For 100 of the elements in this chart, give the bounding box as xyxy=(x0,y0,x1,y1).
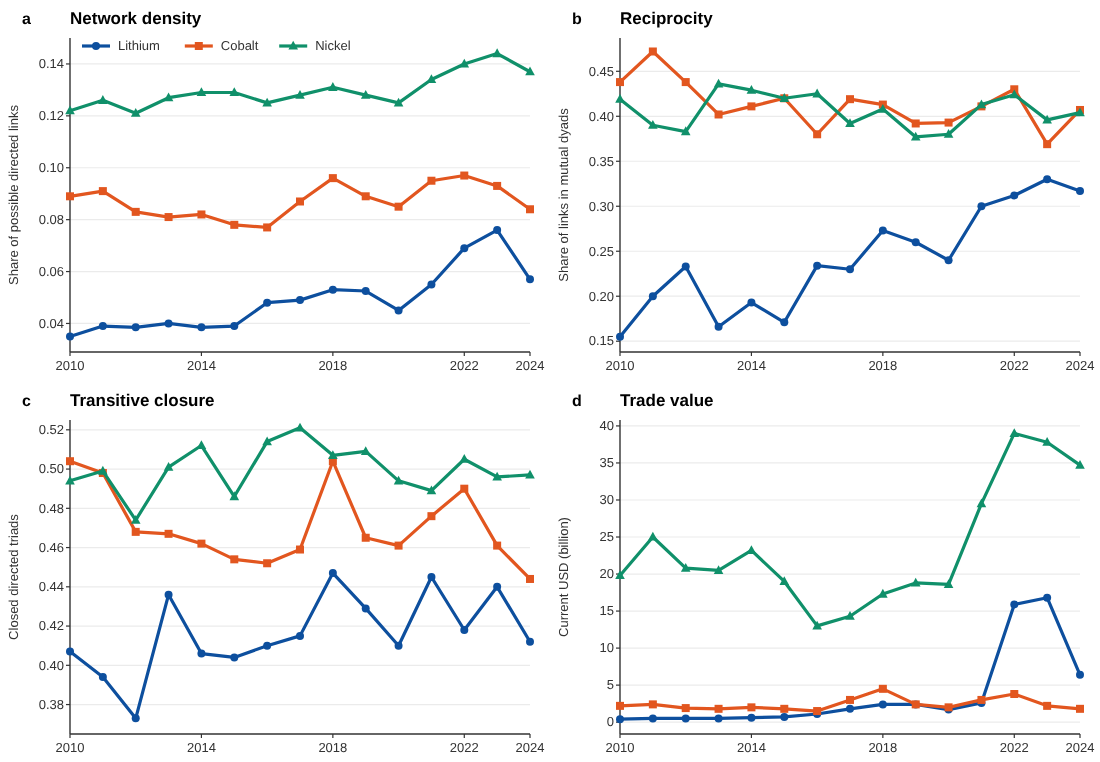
point xyxy=(263,223,272,232)
point xyxy=(1042,114,1052,124)
point xyxy=(910,131,921,141)
point xyxy=(426,485,437,495)
point xyxy=(130,514,141,524)
point xyxy=(295,422,305,432)
point xyxy=(493,226,502,235)
point xyxy=(164,529,173,538)
point xyxy=(196,87,207,97)
point xyxy=(943,129,954,138)
point xyxy=(714,704,723,713)
point xyxy=(263,559,272,568)
point xyxy=(66,192,74,201)
point xyxy=(780,704,789,713)
point xyxy=(977,202,986,211)
point xyxy=(360,89,371,99)
point xyxy=(263,641,272,650)
point xyxy=(460,484,469,493)
point xyxy=(878,700,887,709)
point xyxy=(878,226,887,235)
point xyxy=(1010,600,1019,609)
point xyxy=(295,89,305,99)
point xyxy=(1010,690,1019,699)
point xyxy=(1010,191,1019,200)
point xyxy=(328,450,338,459)
point xyxy=(1075,459,1085,469)
point xyxy=(262,97,272,107)
point xyxy=(459,58,470,68)
point xyxy=(65,105,75,115)
point xyxy=(296,296,304,305)
point xyxy=(66,457,74,466)
point xyxy=(263,298,272,307)
point xyxy=(229,491,240,501)
point xyxy=(492,48,502,58)
point xyxy=(196,440,207,450)
point xyxy=(197,210,206,219)
point xyxy=(878,588,888,598)
point xyxy=(98,322,107,331)
point xyxy=(394,202,403,211)
point xyxy=(360,446,371,455)
point xyxy=(911,238,920,247)
point xyxy=(460,171,469,180)
point xyxy=(680,126,691,136)
point xyxy=(1010,85,1019,94)
point xyxy=(66,332,74,341)
chart-title: Reciprocity xyxy=(620,8,714,28)
point xyxy=(681,714,690,723)
point xyxy=(747,102,756,111)
point xyxy=(525,66,535,76)
point xyxy=(713,565,724,574)
point xyxy=(1042,437,1052,446)
point xyxy=(394,541,403,550)
point xyxy=(713,78,724,88)
point xyxy=(65,475,75,485)
point xyxy=(427,176,436,185)
point xyxy=(846,704,854,713)
point xyxy=(910,577,921,587)
point xyxy=(1043,140,1052,149)
point xyxy=(229,87,240,97)
point xyxy=(492,471,502,481)
point xyxy=(164,590,173,599)
point xyxy=(780,712,789,721)
point xyxy=(163,461,174,471)
point xyxy=(1043,701,1052,710)
text: c xyxy=(22,392,32,410)
point xyxy=(493,181,502,190)
point xyxy=(131,527,140,536)
point xyxy=(747,298,756,307)
point xyxy=(393,475,404,485)
point xyxy=(98,673,107,682)
point xyxy=(230,322,239,331)
point xyxy=(616,332,624,341)
point xyxy=(164,319,173,328)
point xyxy=(262,436,272,446)
point xyxy=(943,579,954,589)
point xyxy=(230,555,239,564)
point xyxy=(98,187,107,196)
point xyxy=(714,714,723,723)
point xyxy=(427,512,436,521)
point xyxy=(426,74,437,84)
point xyxy=(361,604,370,613)
point xyxy=(66,647,74,656)
point xyxy=(197,323,206,332)
point xyxy=(1076,704,1084,713)
text: d xyxy=(572,392,582,410)
point xyxy=(878,684,887,693)
point xyxy=(427,573,436,581)
point xyxy=(1043,175,1052,184)
point xyxy=(131,207,140,216)
point xyxy=(394,641,403,650)
point xyxy=(493,582,502,591)
point xyxy=(163,92,174,102)
point xyxy=(681,704,690,713)
point xyxy=(616,78,624,87)
point xyxy=(846,95,854,104)
point xyxy=(615,570,625,580)
point xyxy=(648,120,658,129)
point xyxy=(616,715,624,724)
point xyxy=(747,713,756,722)
point xyxy=(813,261,822,270)
